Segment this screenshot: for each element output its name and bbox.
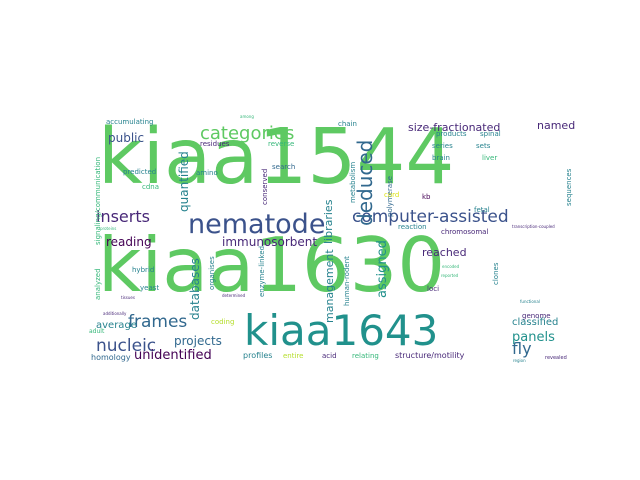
cloud-word: genome [522,312,551,320]
cloud-word: search [272,163,295,171]
cloud-word: kiaa1643 [244,306,438,355]
cloud-word: among [240,114,254,119]
cloud-word: series [432,142,453,150]
cloud-word: public [108,131,144,145]
cloud-word: analyzed [94,268,102,300]
cloud-word: revealed [545,355,567,361]
cloud-word: relating [352,352,379,360]
cloud-word: hybrid [132,266,154,274]
cloud-background [80,118,560,360]
cloud-word: profiles [243,351,272,360]
cloud-word: classified [512,317,558,328]
cloud-word: libraries [322,199,335,244]
cloud-word: fly [512,339,532,358]
cloud-word: kiaa1630 [98,221,445,309]
cloud-word: cdna [142,183,159,191]
cloud-word: kb [422,193,431,201]
cloud-word: sequences [565,168,573,206]
cloud-word: clones [492,262,500,285]
cloud-word: human-rodent [343,256,351,306]
cloud-word: polymerase [386,176,394,217]
cloud-word: kiaa1544 [98,113,454,202]
cloud-word: sets [476,142,491,150]
cloud-word: unidentified [134,348,212,363]
cloud-word: liver [482,154,497,162]
cloud-word: functional [520,299,540,304]
cloud-word: signaling/communication [94,157,102,245]
cloud-word: adult [89,328,105,335]
cloud-word: homology [91,353,131,362]
cloud-word: databases [188,258,202,320]
cloud-word: conserved [261,169,269,205]
cloud-word: acid [322,352,337,360]
cloud-word: inserts [96,207,150,226]
cloud-word: chain [338,120,357,128]
cloud-word: nucleic [96,336,156,356]
cloud-word: entire [283,352,303,360]
cloud-word: organises [208,256,216,290]
cloud-word: enzyme-linked [258,246,266,297]
cloud-word: computer-assisted [352,207,509,227]
cloud-word: predicted [123,168,156,176]
cloud-word: residues [200,140,230,148]
cloud-word: proteins [100,226,116,231]
cloud-word: reported [441,273,459,278]
cloud-word: nematode [188,209,325,240]
cloud-word: transcription-coupled [512,224,555,229]
cloud-word: reverse [268,140,294,148]
cloud-word: management [323,249,336,323]
cloud-word: spinal [480,130,501,138]
cloud-word: reached [422,246,467,259]
cloud-word: region [513,358,526,363]
cloud-word: yeast [140,284,159,292]
cloud-word: frames [128,312,187,332]
cloud-word: size-fractionated [408,121,500,134]
cloud-word: reaction [398,223,427,231]
cloud-word: projects [174,334,222,348]
cloud-word: amino [196,169,218,177]
cloud-word: chromosomal [441,228,488,236]
cloud-word: determined [222,293,246,298]
cloud-word: immunosorbent [222,235,317,249]
cloud-word: products [436,130,467,138]
cloud-word: reading [106,235,152,249]
cloud-word: named [537,119,575,132]
cloud-word: cord [384,191,399,199]
cloud-word: brain [432,154,450,162]
cloud-word: quantified [177,151,191,212]
cloud-word: assigned [375,240,390,298]
cloud-word: categories [200,123,294,144]
cloud-word: panels [512,330,555,345]
cloud-word: average [96,320,137,331]
cloud-word: encoded [442,264,460,269]
cloud-word: accumulating [106,118,153,126]
cloud-word: loci [427,285,439,293]
cloud-word: metabolism [349,162,357,203]
cloud-word: fetal [474,206,490,214]
cloud-word: additionally [103,311,127,316]
cloud-word: deduced [353,140,377,226]
cloud-word: coding [211,318,234,326]
cloud-word: structure/motility [395,351,465,360]
cloud-word: tissues [121,295,135,300]
